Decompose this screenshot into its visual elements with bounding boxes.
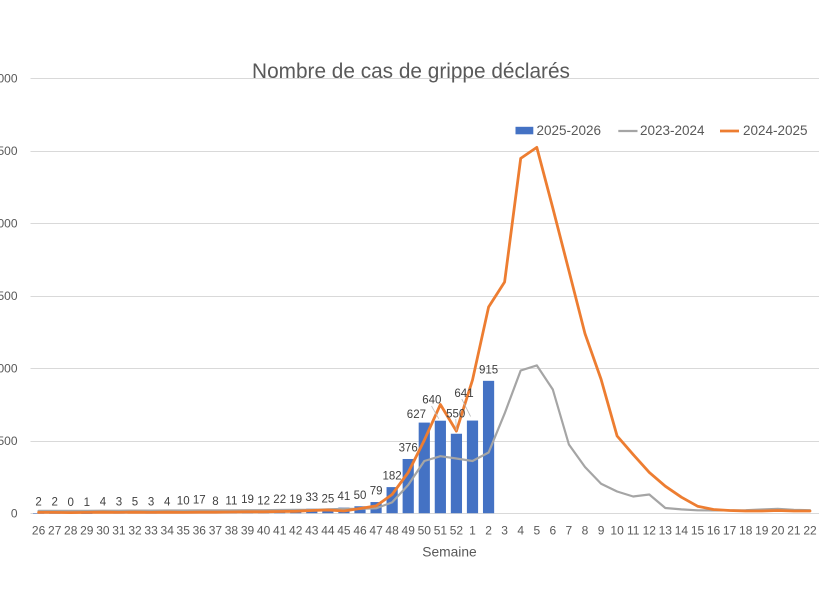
svg-text:13: 13 <box>659 524 673 538</box>
svg-text:6: 6 <box>549 524 556 538</box>
svg-text:627: 627 <box>407 409 426 421</box>
svg-text:19: 19 <box>755 524 769 538</box>
svg-text:4: 4 <box>164 496 171 508</box>
svg-text:Semaine: Semaine <box>422 544 477 559</box>
svg-text:49: 49 <box>402 524 416 538</box>
svg-text:50: 50 <box>418 524 432 538</box>
svg-text:20: 20 <box>771 524 785 538</box>
svg-text:500: 500 <box>0 434 18 448</box>
svg-text:182: 182 <box>383 471 402 483</box>
svg-text:52: 52 <box>450 524 464 538</box>
svg-text:18: 18 <box>739 524 753 538</box>
svg-text:31: 31 <box>112 524 126 538</box>
svg-text:43: 43 <box>305 524 319 538</box>
svg-text:2023-2024: 2023-2024 <box>640 123 705 138</box>
svg-text:32: 32 <box>128 524 142 538</box>
svg-text:44: 44 <box>321 524 335 538</box>
svg-text:15: 15 <box>691 524 705 538</box>
svg-text:376: 376 <box>399 443 418 455</box>
svg-text:5: 5 <box>132 496 138 508</box>
svg-text:34: 34 <box>161 524 175 538</box>
svg-text:2: 2 <box>35 497 41 509</box>
svg-text:19: 19 <box>241 494 254 506</box>
svg-text:7: 7 <box>566 524 573 538</box>
svg-text:33: 33 <box>144 524 158 538</box>
svg-text:22: 22 <box>803 524 817 538</box>
svg-text:38: 38 <box>225 524 239 538</box>
svg-text:36: 36 <box>193 524 207 538</box>
svg-text:35: 35 <box>177 524 191 538</box>
svg-text:9: 9 <box>598 524 605 538</box>
svg-text:2 000: 2 000 <box>0 217 18 231</box>
svg-text:27: 27 <box>48 524 62 538</box>
svg-text:17: 17 <box>723 524 737 538</box>
svg-text:4: 4 <box>517 524 524 538</box>
svg-text:3: 3 <box>148 497 154 509</box>
svg-text:640: 640 <box>422 394 441 406</box>
svg-text:45: 45 <box>337 524 351 538</box>
svg-text:550: 550 <box>446 408 465 420</box>
svg-text:8: 8 <box>582 524 589 538</box>
svg-text:79: 79 <box>370 486 383 498</box>
svg-text:21: 21 <box>787 524 801 538</box>
svg-text:14: 14 <box>675 524 689 538</box>
svg-text:2 500: 2 500 <box>0 144 18 158</box>
svg-text:51: 51 <box>434 524 448 538</box>
svg-text:28: 28 <box>64 524 78 538</box>
svg-text:0: 0 <box>11 507 18 521</box>
svg-text:1 000: 1 000 <box>0 362 18 376</box>
svg-text:10: 10 <box>610 524 624 538</box>
svg-text:46: 46 <box>353 524 367 538</box>
svg-text:2025-2026: 2025-2026 <box>537 123 602 138</box>
svg-text:11: 11 <box>225 495 237 507</box>
svg-text:3: 3 <box>116 497 122 509</box>
svg-text:1 500: 1 500 <box>0 289 18 303</box>
svg-text:4: 4 <box>100 496 107 508</box>
svg-text:12: 12 <box>257 495 270 507</box>
svg-text:5: 5 <box>533 524 540 538</box>
svg-text:2: 2 <box>51 497 57 509</box>
svg-text:37: 37 <box>209 524 223 538</box>
svg-text:3 000: 3 000 <box>0 72 18 86</box>
svg-text:16: 16 <box>707 524 721 538</box>
svg-text:11: 11 <box>627 524 640 538</box>
svg-text:2: 2 <box>485 524 492 538</box>
svg-text:30: 30 <box>96 524 110 538</box>
svg-text:29: 29 <box>80 524 94 538</box>
svg-text:2024-2025: 2024-2025 <box>743 123 808 138</box>
svg-text:17: 17 <box>193 495 206 507</box>
svg-text:47: 47 <box>369 524 383 538</box>
svg-text:33: 33 <box>305 492 318 504</box>
svg-text:41: 41 <box>273 524 287 538</box>
svg-text:48: 48 <box>385 524 399 538</box>
svg-text:0: 0 <box>67 497 73 509</box>
svg-text:8: 8 <box>212 496 218 508</box>
svg-text:50: 50 <box>354 490 367 502</box>
svg-text:10: 10 <box>177 496 190 508</box>
svg-text:12: 12 <box>643 524 657 538</box>
svg-text:3: 3 <box>501 524 508 538</box>
svg-text:1: 1 <box>469 524 476 538</box>
svg-text:25: 25 <box>322 493 335 505</box>
svg-text:Nombre de cas de grippe déclar: Nombre de cas de grippe déclarés <box>252 60 570 83</box>
svg-text:22: 22 <box>273 494 286 506</box>
svg-text:39: 39 <box>241 524 255 538</box>
svg-text:641: 641 <box>454 388 473 400</box>
svg-text:26: 26 <box>32 524 46 538</box>
svg-text:41: 41 <box>338 491 351 503</box>
svg-text:915: 915 <box>479 364 498 376</box>
svg-text:40: 40 <box>257 524 271 538</box>
svg-text:19: 19 <box>289 494 302 506</box>
svg-text:42: 42 <box>289 524 303 538</box>
svg-text:1: 1 <box>84 497 90 509</box>
